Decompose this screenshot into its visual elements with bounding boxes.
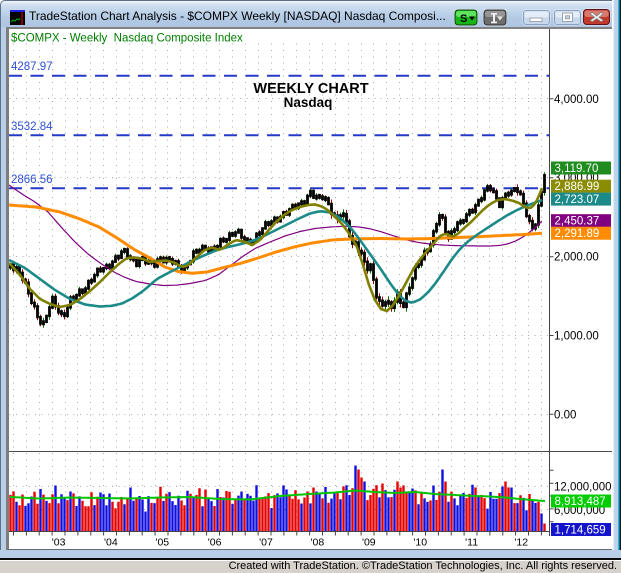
svg-text:Nasdaq: Nasdaq: [284, 95, 333, 110]
svg-text:S: S: [460, 13, 467, 25]
svg-text:WEEKLY CHART: WEEKLY CHART: [253, 81, 368, 97]
svg-text:2,723.07: 2,723.07: [555, 194, 600, 206]
svg-text:'12: '12: [514, 537, 528, 549]
svg-text:'09: '09: [362, 537, 376, 549]
svg-text:0.00: 0.00: [554, 409, 576, 421]
svg-text:2,000.00: 2,000.00: [554, 252, 599, 264]
svg-text:'06: '06: [208, 537, 222, 549]
svg-text:6,000,000: 6,000,000: [554, 505, 605, 517]
svg-text:2,886.99: 2,886.99: [555, 181, 600, 193]
svg-text:4,000.00: 4,000.00: [554, 94, 599, 106]
svg-text:'07: '07: [259, 537, 273, 549]
svg-text:2866.56: 2866.56: [11, 174, 53, 186]
svg-text:12,000,000: 12,000,000: [554, 482, 612, 494]
svg-text:'08: '08: [311, 537, 325, 549]
svg-text:8,913,487: 8,913,487: [555, 496, 606, 508]
svg-text:1,714,659: 1,714,659: [555, 525, 606, 537]
svg-text:'10: '10: [413, 537, 427, 549]
svg-text:4287.97: 4287.97: [11, 61, 53, 73]
svg-text:2,291.89: 2,291.89: [555, 228, 600, 240]
svg-text:'04: '04: [104, 537, 118, 549]
svg-text:'05: '05: [155, 537, 169, 549]
svg-text:2,450.37: 2,450.37: [555, 216, 600, 228]
svg-text:3532.84: 3532.84: [11, 121, 53, 133]
svg-text:$COMPX - Weekly Nasdaq Compos: $COMPX - Weekly Nasdaq Composite Index: [11, 33, 243, 45]
svg-text:'03: '03: [52, 537, 66, 549]
svg-text:1,000.00: 1,000.00: [554, 331, 599, 343]
svg-text:3,119.70: 3,119.70: [555, 163, 599, 175]
svg-text:'11: '11: [465, 537, 478, 549]
